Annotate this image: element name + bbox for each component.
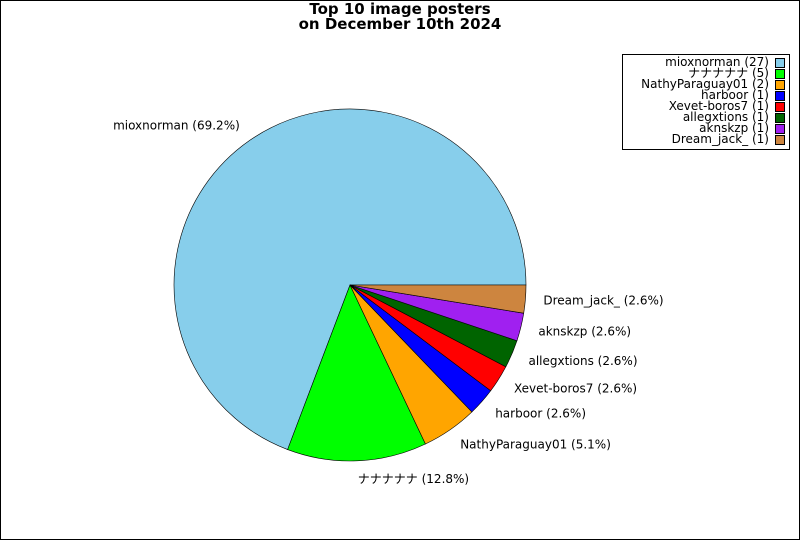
legend-item-2: NathyParaguay01 (2): [627, 77, 785, 91]
pie-slice-label-0: mioxnorman (69.2%): [113, 118, 240, 132]
pie-slice-label-4: Xevet-boros7 (2.6%): [514, 382, 637, 396]
pie-slices: [173, 108, 527, 462]
pie-slice-label-7: Dream_jack_ (2.6%): [543, 294, 663, 308]
pie-slice-7: [349, 284, 527, 314]
chart-title-line-1: Top 10 image posters: [309, 0, 491, 18]
legend-swatch-4: [775, 101, 785, 112]
pie-slice-label-1: ナナナナナ (12.8%): [358, 472, 469, 486]
legend-label-4: Xevet-boros7 (1): [668, 99, 769, 113]
legend-label-3: harboor (1): [701, 88, 769, 102]
legend-item-0: mioxnorman (27): [627, 55, 785, 69]
legend-swatch-2: [775, 79, 785, 90]
pie-slice-label-5: allegxtions (2.6%): [528, 354, 637, 368]
legend-swatch-3: [775, 90, 785, 101]
pie-labels: mioxnorman (69.2%) ナナナナナ (12.8%) NathyPara…: [113, 118, 664, 486]
legend-swatch-7: [775, 134, 785, 145]
pie-slice-label-3: harboor (2.6%): [495, 407, 586, 421]
legend-label-5: allegxtions (1): [682, 110, 769, 124]
legend-label-2: NathyParaguay01 (2): [641, 77, 769, 91]
legend-item-6: aknskzp (1): [627, 121, 785, 135]
legend-swatch-0: [775, 57, 785, 68]
pie-slice-1: [287, 284, 426, 462]
legend-label-1: ナナナナナ (5): [688, 66, 769, 80]
legend-swatch-1: [775, 68, 785, 79]
legend-swatch-6: [775, 123, 785, 134]
chart-title: Top 10 image posters on December 10th 20…: [0, 2, 800, 32]
pie-slice-label-6: aknskzp (2.6%): [538, 324, 631, 338]
legend-item-7: Dream_jack_ (1): [627, 132, 785, 146]
pie-slice-label-2: NathyParaguay01 (5.1%): [460, 438, 611, 452]
pie-slice-0: [173, 108, 527, 450]
chart-title-line-2: on December 10th 2024: [298, 15, 502, 33]
legend-label-6: aknskzp (1): [699, 121, 769, 135]
legend-label-7: Dream_jack_ (1): [671, 132, 769, 146]
legend-item-3: harboor (1): [627, 88, 785, 102]
legend-swatch-5: [775, 112, 785, 123]
legend-item-5: allegxtions (1): [627, 110, 785, 124]
legend-label-0: mioxnorman (27): [665, 55, 769, 69]
legend-item-4: Xevet-boros7 (1): [627, 99, 785, 113]
legend: mioxnorman (27) ナナナナナ (5) NathyParaguay01 …: [622, 54, 790, 150]
legend-item-1: ナナナナナ (5): [627, 66, 785, 80]
